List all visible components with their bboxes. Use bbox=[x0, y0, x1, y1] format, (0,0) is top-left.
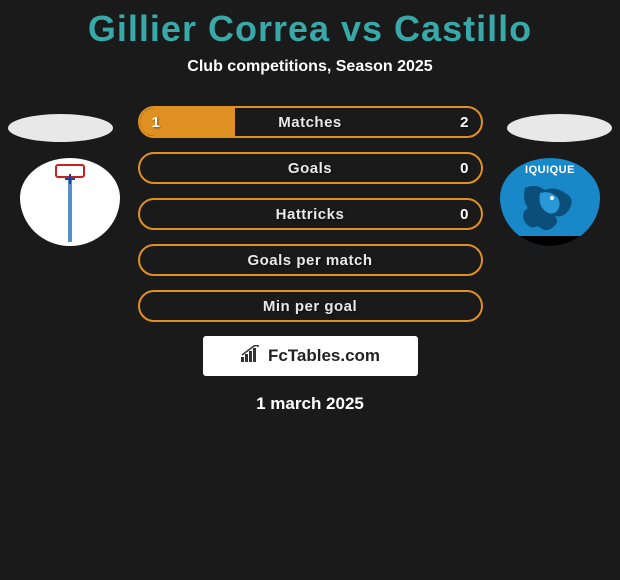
stat-row-goals: Goals 0 bbox=[138, 152, 483, 184]
stat-label: Hattricks bbox=[276, 206, 345, 223]
brand-text: FcTables.com bbox=[268, 346, 380, 366]
player-right-flag bbox=[507, 114, 612, 142]
stats-container: 1 Matches 2 Goals 0 Hattricks 0 Goals pe… bbox=[138, 106, 483, 322]
shield-icon bbox=[20, 158, 120, 246]
stat-row-matches: 1 Matches 2 bbox=[138, 106, 483, 138]
page-subtitle: Club competitions, Season 2025 bbox=[0, 58, 620, 76]
footer-date: 1 march 2025 bbox=[0, 394, 620, 414]
team-right-logo: IQUIQUE bbox=[500, 158, 600, 246]
shield-icon: IQUIQUE bbox=[500, 158, 600, 246]
stat-label: Matches bbox=[278, 114, 342, 131]
player-left-flag bbox=[8, 114, 113, 142]
stat-value-right: 0 bbox=[460, 160, 468, 177]
stat-label: Min per goal bbox=[263, 298, 357, 315]
brand-box[interactable]: FcTables.com bbox=[203, 336, 418, 376]
stat-row-goals-per-match: Goals per match bbox=[138, 244, 483, 276]
dragon-icon bbox=[510, 178, 590, 238]
stat-row-min-per-goal: Min per goal bbox=[138, 290, 483, 322]
stat-value-right: 2 bbox=[460, 114, 468, 131]
badge-emblem bbox=[55, 164, 85, 178]
stat-value-left: 1 bbox=[152, 114, 160, 131]
stat-label: Goals per match bbox=[247, 252, 372, 269]
stat-label: Goals bbox=[288, 160, 332, 177]
badge-text: IQUIQUE bbox=[525, 164, 575, 176]
page-title: Gillier Correa vs Castillo bbox=[0, 0, 620, 50]
comparison-panel: IQUIQUE 1 Matches 2 Goals 0 Hattricks 0 bbox=[0, 106, 620, 414]
team-left-logo bbox=[20, 158, 120, 246]
chart-icon bbox=[240, 345, 262, 368]
stat-value-right: 0 bbox=[460, 206, 468, 223]
stat-row-hattricks: Hattricks 0 bbox=[138, 198, 483, 230]
